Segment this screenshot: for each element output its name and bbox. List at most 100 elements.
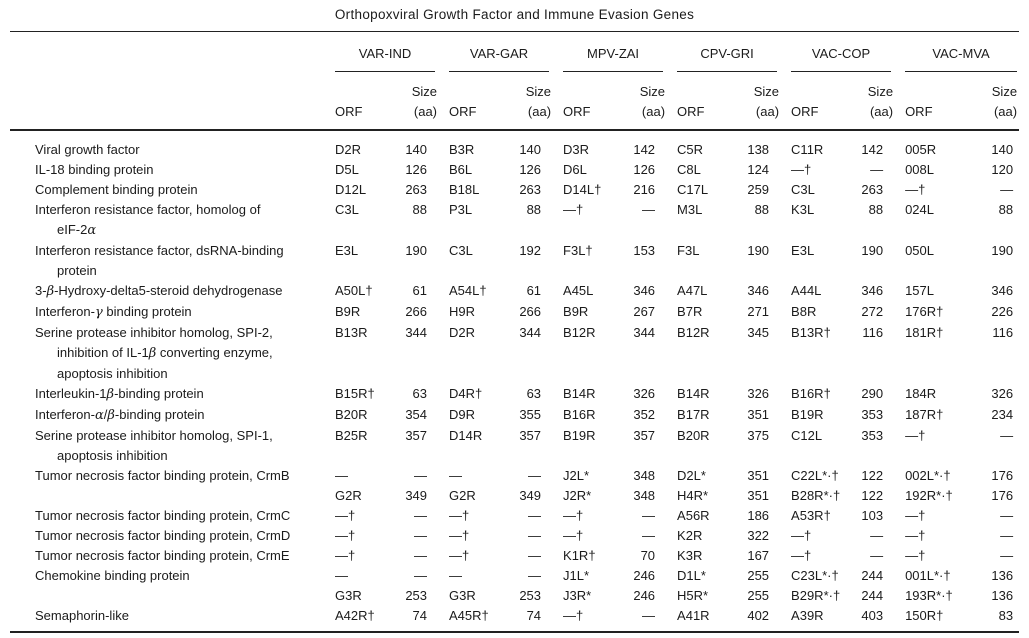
orf-cell: 005R — [905, 142, 937, 157]
orf-cell: —† — [449, 548, 470, 563]
size-cell: 186 — [747, 508, 770, 523]
orf-cell: G3R — [449, 588, 476, 603]
table-row: Interferon resistance factor, dsRNA-bind… — [10, 241, 1019, 281]
table-row: Interleukin-1β-binding protein B15R† 63 D4R… — [10, 384, 1019, 405]
table-body: Viral growth factor D2R 140 B3R 140 D3R 142 C5R… — [10, 130, 1019, 632]
size-cell: — — [642, 202, 656, 217]
orf-cell: G3R — [335, 588, 362, 603]
greek-letter: β — [107, 408, 115, 423]
orf-cell: C12L — [791, 428, 823, 443]
size-cell: — — [1000, 528, 1014, 543]
size-cell: — — [414, 468, 428, 483]
size-cell: 74 — [412, 608, 428, 623]
gene-name: IL-18 binding protein — [35, 162, 154, 177]
orf-cell: D4R† — [449, 386, 483, 401]
size-cell: 403 — [861, 608, 884, 623]
gene-name-cell: Interleukin-1β-binding protein — [10, 384, 335, 405]
table-row: Tumor necrosis factor binding protein, C… — [10, 526, 1019, 546]
size-cell: 346 — [861, 283, 884, 298]
orf-cell: D2R — [335, 142, 362, 157]
gene-name-cell: Complement binding protein — [10, 180, 335, 200]
table-header: VAR-IND VAR-GAR MPV-ZAI CPV-GRI VAC-COP VAC-M… — [10, 31, 1020, 131]
gene-name-cell — [10, 486, 335, 506]
orf-cell: —† — [905, 428, 926, 443]
orf-cell: G2R — [335, 488, 362, 503]
gene-name-cell: Tumor necrosis factor binding protein, C… — [10, 466, 335, 486]
table-row: 3-β-Hydroxy-delta5-steroid dehydrogenase… — [10, 281, 1019, 302]
gene-name-cell: Interferon-α/β-binding protein — [10, 405, 335, 426]
orf-cell: B17R — [677, 407, 710, 422]
table-row: Serine protease inhibitor homolog, SPI-2… — [10, 323, 1019, 384]
size-cell: — — [642, 508, 656, 523]
size-cell: 140 — [405, 142, 428, 157]
orf-cell: —† — [563, 528, 584, 543]
gene-name-cell: Serine protease inhibitor homolog, SPI-2… — [10, 323, 335, 384]
size-cell: 88 — [868, 202, 884, 217]
orf-cell: D14R — [449, 428, 483, 443]
orf-cell: —† — [563, 202, 584, 217]
size-cell: 263 — [405, 182, 428, 197]
size-header-line2: (aa) — [993, 104, 1018, 119]
size-cell: 136 — [991, 568, 1014, 583]
size-cell: 63 — [526, 386, 542, 401]
size-cell: 357 — [405, 428, 428, 443]
orf-cell: J3R* — [563, 588, 592, 603]
gene-table: VAR-IND VAR-GAR MPV-ZAI CPV-GRI VAC-COP VAC-M… — [10, 31, 1020, 633]
orf-cell: —† — [563, 508, 584, 523]
orf-cell: D2R — [449, 325, 476, 340]
size-cell: 244 — [861, 568, 884, 583]
size-column-header: Size (aa) — [615, 72, 678, 131]
table-row: G2R 349 G2R 349 J2R* 348 H4R* 351 B28R*·† 122 192R… — [10, 486, 1019, 506]
gene-name: Semaphorin-like — [35, 608, 129, 623]
size-cell: 353 — [861, 407, 884, 422]
size-cell: 352 — [633, 407, 656, 422]
size-cell: — — [870, 528, 884, 543]
gene-name-cell: Semaphorin-like — [10, 606, 335, 632]
size-cell: — — [642, 528, 656, 543]
table-row: Serine protease inhibitor homolog, SPI-1… — [10, 426, 1019, 466]
orf-cell: 150R† — [905, 608, 944, 623]
size-column-header: Size (aa) — [501, 72, 564, 131]
size-cell: 120 — [991, 162, 1014, 177]
size-cell: 348 — [633, 488, 656, 503]
size-cell: 83 — [998, 608, 1014, 623]
virus-group-header-cpv-gri: CPV-GRI — [677, 32, 791, 72]
orf-cell: A56R — [677, 508, 710, 523]
size-header-line1: Size — [525, 84, 552, 99]
size-cell: 266 — [519, 304, 542, 319]
orf-cell: A53R† — [791, 508, 831, 523]
size-header-line2: (aa) — [413, 104, 438, 119]
size-cell: 88 — [998, 202, 1014, 217]
size-cell: 192 — [519, 243, 542, 258]
size-column-header: Size (aa) — [957, 72, 1020, 131]
virus-group-label: VAR-IND — [335, 44, 436, 72]
size-column-header: Size (aa) — [843, 72, 906, 131]
orf-cell: —† — [335, 548, 356, 563]
size-cell: — — [870, 548, 884, 563]
subheader-row: ORF Size (aa) ORF Size (aa) ORF Size (aa) ORF Size… — [10, 72, 1020, 131]
virus-group-label: VAR-GAR — [449, 44, 550, 72]
size-cell: 345 — [747, 325, 770, 340]
table-row: IL-18 binding protein D5L 126 B6L 126 D6L 126 C… — [10, 160, 1019, 180]
size-cell: 190 — [991, 243, 1014, 258]
size-cell: 103 — [861, 508, 884, 523]
orf-cell: D1L* — [677, 568, 706, 583]
gene-name-cell: IL-18 binding protein — [10, 160, 335, 180]
size-cell: 255 — [747, 588, 770, 603]
table-row: Viral growth factor D2R 140 B3R 140 D3R 142 C5R… — [10, 130, 1019, 160]
size-header-line2: (aa) — [755, 104, 780, 119]
greek-letter: β — [148, 346, 157, 361]
orf-cell: — — [449, 468, 463, 483]
size-cell: 344 — [519, 325, 542, 340]
orf-cell: H9R — [449, 304, 476, 319]
gene-name: Tumor necrosis factor binding protein, C… — [35, 468, 290, 483]
orf-cell: B16R† — [791, 386, 831, 401]
orf-cell: A45L — [563, 283, 594, 298]
size-cell: 357 — [519, 428, 542, 443]
gene-name: Tumor necrosis factor binding protein, C… — [35, 528, 291, 543]
orf-cell: B29R*·† — [791, 588, 841, 603]
gene-name: Interferon resistance factor, homolog of — [35, 202, 261, 217]
orf-cell: B25R — [335, 428, 368, 443]
orf-cell: —† — [791, 548, 812, 563]
